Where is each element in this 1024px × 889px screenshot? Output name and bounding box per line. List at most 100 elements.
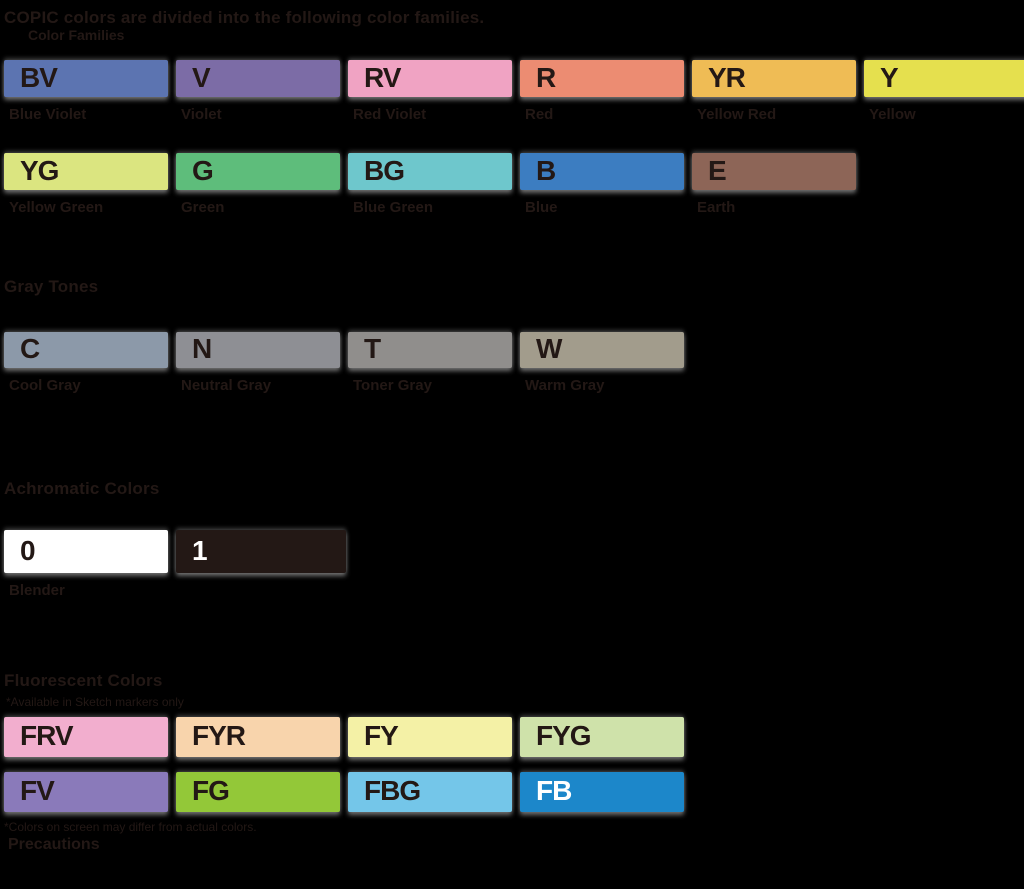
swatch-code: BG <box>364 154 405 186</box>
basic-colors-row-2: YG Yellow Green G Green BG Blue Green B Blue E Ea… <box>4 153 864 216</box>
intro-subtitle: Color Families <box>28 27 125 43</box>
swatch-cell-fg: FG <box>176 772 348 812</box>
swatch-cell-b: B Blue <box>520 153 692 216</box>
fluorescent-row-2: FV FG FBG FB <box>4 772 692 812</box>
fluorescent-note-bold: Precautions <box>8 836 100 853</box>
swatch-name: Cool Gray <box>9 377 81 394</box>
swatch-code: B <box>536 154 556 186</box>
swatch-cell-fyg: FYG <box>520 717 692 757</box>
fluorescent-note: *Colors on screen may differ from actual… <box>4 820 257 834</box>
swatch-cell-t: T Toner Gray <box>348 332 520 394</box>
swatch-name: Green <box>181 199 225 216</box>
swatch-code: V <box>192 61 211 93</box>
swatch-name: Violet <box>181 106 222 123</box>
swatch-cell-y: Y Yellow <box>864 60 1024 123</box>
swatch-code: 0 <box>20 534 36 566</box>
basic-colors-row-1: BV Blue Violet V Violet RV Red Violet R Red YR Ye… <box>4 60 1024 123</box>
swatch-code: N <box>192 333 212 364</box>
color-swatch-fbg: FBG <box>348 772 512 812</box>
swatch-code: FB <box>536 775 572 806</box>
swatch-code: YG <box>20 154 59 186</box>
swatch-code: FG <box>192 775 230 806</box>
color-swatch-n: N <box>176 332 340 368</box>
swatch-cell-w: W Warm Gray <box>520 332 692 394</box>
swatch-code: FBG <box>364 775 421 806</box>
achromatic-title: Achromatic Colors <box>4 479 160 498</box>
swatch-code: G <box>192 154 214 186</box>
swatch-name: Red Violet <box>353 106 427 123</box>
color-swatch-fb: FB <box>520 772 684 812</box>
swatch-name: Yellow Green <box>9 199 104 216</box>
swatch-cell-fv: FV <box>4 772 176 812</box>
color-swatch-e: E <box>692 153 856 190</box>
color-swatch-y: Y <box>864 60 1024 97</box>
swatch-cell-n: N Neutral Gray <box>176 332 348 394</box>
color-swatch-g: G <box>176 153 340 190</box>
color-swatch-rv: RV <box>348 60 512 97</box>
swatch-cell-frv: FRV <box>4 717 176 757</box>
color-swatch-r: R <box>520 60 684 97</box>
achromatic-row: 0 Blender 1 <box>4 530 348 599</box>
color-swatch-w: W <box>520 332 684 368</box>
color-swatch-yr: YR <box>692 60 856 97</box>
color-swatch-bg: BG <box>348 153 512 190</box>
color-swatch-0: 0 <box>4 530 168 573</box>
gray-tones-title: Gray Tones <box>4 277 99 296</box>
color-swatch-bv: BV <box>4 60 168 97</box>
swatch-cell-fb: FB <box>520 772 692 812</box>
swatch-name: Yellow Red <box>697 106 777 123</box>
swatch-code: FY <box>364 720 399 751</box>
color-swatch-b: B <box>520 153 684 190</box>
fluorescent-row-1: FRV FYR FY FYG <box>4 717 692 757</box>
swatch-cell-bv: BV Blue Violet <box>4 60 176 123</box>
swatch-cell-g: G Green <box>176 153 348 216</box>
swatch-code: RV <box>364 61 401 93</box>
swatch-cell-e: E Earth <box>692 153 864 216</box>
swatch-code: FYR <box>192 720 246 751</box>
intro-title: COPIC colors are divided into the follow… <box>4 8 485 27</box>
color-swatch-1: 1 <box>176 530 346 573</box>
color-swatch-fyg: FYG <box>520 717 684 757</box>
swatch-cell-r: R Red <box>520 60 692 123</box>
swatch-cell-fy: FY <box>348 717 520 757</box>
color-swatch-fy: FY <box>348 717 512 757</box>
swatch-name: Blue Green <box>353 199 434 216</box>
swatch-code: C <box>20 333 40 364</box>
color-swatch-v: V <box>176 60 340 97</box>
swatch-cell-bg: BG Blue Green <box>348 153 520 216</box>
gray-tones-row: C Cool Gray N Neutral Gray T Toner Gray W Warm … <box>4 332 692 394</box>
swatch-cell-v: V Violet <box>176 60 348 123</box>
swatch-name: Blue <box>525 199 558 216</box>
swatch-cell-0: 0 Blender <box>4 530 176 599</box>
swatch-cell-fbg: FBG <box>348 772 520 812</box>
fluorescent-title: Fluorescent Colors <box>4 671 163 690</box>
swatch-name: Toner Gray <box>353 377 432 394</box>
swatch-name: Warm Gray <box>525 377 605 394</box>
swatch-cell-1: 1 <box>176 530 348 573</box>
swatch-cell-yr: YR Yellow Red <box>692 60 864 123</box>
color-swatch-yg: YG <box>4 153 168 190</box>
color-swatch-fv: FV <box>4 772 168 812</box>
swatch-name: Yellow <box>869 106 916 123</box>
color-swatch-fyr: FYR <box>176 717 340 757</box>
swatch-name: Blender <box>9 582 65 599</box>
swatch-name: Blue Violet <box>9 106 87 123</box>
swatch-code: FRV <box>20 720 73 751</box>
swatch-cell-yg: YG Yellow Green <box>4 153 176 216</box>
color-swatch-t: T <box>348 332 512 368</box>
swatch-code: Y <box>880 61 899 93</box>
swatch-code: BV <box>20 61 58 93</box>
swatch-code: YR <box>708 61 746 93</box>
swatch-code: FYG <box>536 720 592 751</box>
swatch-name: Neutral Gray <box>181 377 272 394</box>
color-swatch-fg: FG <box>176 772 340 812</box>
swatch-code: 1 <box>192 534 208 566</box>
swatch-cell-rv: RV Red Violet <box>348 60 520 123</box>
swatch-code: W <box>536 333 562 364</box>
swatch-code: R <box>536 61 556 93</box>
swatch-cell-fyr: FYR <box>176 717 348 757</box>
swatch-cell-c: C Cool Gray <box>4 332 176 394</box>
fluorescent-subtitle: *Available in Sketch markers only <box>6 695 184 709</box>
swatch-name: Red <box>525 106 554 123</box>
